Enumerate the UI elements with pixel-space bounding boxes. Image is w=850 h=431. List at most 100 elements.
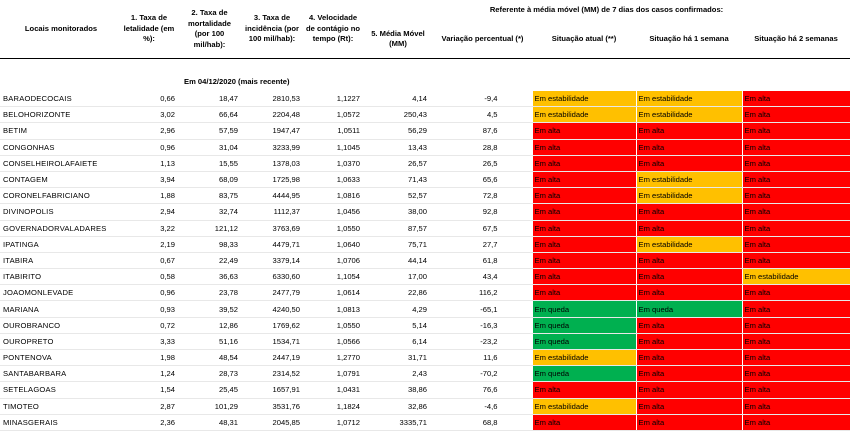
- variacao-cell: -4,6: [433, 398, 532, 415]
- local-cell: SETELAGOAS: [0, 381, 120, 399]
- variacao-cell: 65,6: [433, 171, 532, 189]
- incidencia-cell: 4444,95: [241, 187, 303, 205]
- header-situacao-atual: Situação atual (**): [532, 20, 636, 59]
- letalidade-cell: 1,98: [120, 349, 178, 367]
- letalidade-cell: 2,36: [120, 414, 178, 431]
- situacao-1-semana-cell: Em alta: [635, 284, 743, 302]
- local-cell: BETIM: [0, 122, 120, 140]
- variacao-cell: 68,8: [433, 414, 532, 431]
- incidencia-cell: 2447,19: [241, 349, 303, 367]
- incidencia-cell: 3763,69: [241, 220, 303, 237]
- table-row: JOAOMONLEVADE 0,96 23,78 2477,79 1,0614 22,86…: [0, 284, 850, 302]
- incidencia-cell: 3379,14: [241, 252, 303, 270]
- mortalidade-cell: 31,04: [178, 139, 241, 156]
- situacao-atual-cell: Em alta: [531, 154, 637, 172]
- local-cell: SANTABARBARA: [0, 365, 120, 383]
- situacao-atual-cell: Em alta: [531, 122, 637, 140]
- local-cell: CONSELHEIROLAFAIETE: [0, 155, 120, 172]
- table-row: CORONELFABRICIANO 1,88 83,75 4444,95 1,0816 5…: [0, 187, 850, 205]
- variacao-cell: 27,7: [433, 236, 532, 253]
- situacao-1-semana-cell: Em alta: [635, 138, 743, 156]
- mortalidade-cell: 66,64: [178, 106, 241, 124]
- situacao-atual-cell: Em alta: [531, 138, 637, 156]
- situacao-2-semanas-cell: Em alta: [741, 235, 850, 253]
- situacao-1-semana-cell: Em estabilidade: [635, 89, 743, 108]
- rt-cell: 1,0550: [303, 220, 363, 237]
- table-row: ITABIRA 0,67 22,49 3379,14 1,0706 44,14 61,8 Em…: [0, 251, 850, 270]
- media-movel-cell: 3335,71: [363, 414, 433, 431]
- local-cell: CONTAGEM: [0, 171, 120, 189]
- situacao-atual-cell: Em alta: [531, 413, 637, 431]
- table-row: CONSELHEIROLAFAIETE 1,13 15,55 1378,03 1,037…: [0, 154, 850, 172]
- incidencia-cell: 2045,85: [241, 414, 303, 431]
- rt-cell: 1,0511: [303, 122, 363, 140]
- variacao-cell: -70,2: [433, 365, 532, 383]
- situacao-atual-cell: Em queda: [531, 316, 637, 334]
- situacao-2-semanas-cell: Em alta: [741, 397, 850, 415]
- media-movel-cell: 32,86: [363, 398, 433, 415]
- mortalidade-cell: 48,31: [178, 414, 241, 431]
- rt-cell: 1,2770: [303, 349, 363, 367]
- header-taxa-incidencia: 3. Taxa de incidência (por 100 mil/hab):: [241, 0, 303, 59]
- table-row: CONTAGEM 3,94 68,09 1725,98 1,0633 71,43 65,6 E…: [0, 170, 850, 189]
- situacao-2-semanas-cell: Em alta: [741, 154, 850, 172]
- variacao-cell: -65,1: [433, 300, 532, 318]
- letalidade-cell: 1,54: [120, 381, 178, 399]
- mortalidade-cell: 23,78: [178, 284, 241, 302]
- header-variacao: Variação percentual (*): [433, 20, 532, 59]
- rt-cell: 1,0816: [303, 187, 363, 205]
- situacao-1-semana-cell: Em estabilidade: [635, 106, 743, 124]
- situacao-atual-cell: Em queda: [531, 332, 637, 351]
- mortalidade-cell: 51,16: [178, 333, 241, 351]
- situacao-2-semanas-cell: Em alta: [741, 332, 850, 351]
- variacao-cell: 11,6: [433, 349, 532, 367]
- situacao-2-semanas-cell: Em alta: [741, 187, 850, 205]
- situacao-2-semanas-cell: Em alta: [741, 348, 850, 367]
- table-row: CONGONHAS 0,96 31,04 3233,99 1,1045 13,43 28,8…: [0, 138, 850, 156]
- rt-cell: 1,0431: [303, 381, 363, 399]
- variacao-cell: 61,8: [433, 252, 532, 270]
- date-label: Em 04/12/2020 (mais recente): [184, 77, 290, 87]
- table-row: SANTABARBARA 1,24 28,73 2314,52 1,0791 2,43 -7…: [0, 365, 850, 383]
- media-movel-cell: 2,43: [363, 365, 433, 383]
- header-media-movel: 5. Média Móvel (MM): [363, 20, 433, 59]
- table-row: MARIANA 0,93 39,52 4240,50 1,0813 4,29 -65,1 Em…: [0, 300, 850, 318]
- situacao-atual-cell: Em alta: [531, 203, 637, 221]
- media-movel-cell: 38,86: [363, 381, 433, 399]
- situacao-2-semanas-cell: Em alta: [741, 316, 850, 334]
- variacao-cell: -9,4: [433, 90, 532, 108]
- situacao-1-semana-cell: Em queda: [635, 300, 743, 318]
- incidencia-cell: 2314,52: [241, 365, 303, 383]
- situacao-1-semana-cell: Em alta: [635, 365, 743, 383]
- incidencia-cell: 4240,50: [241, 300, 303, 318]
- situacao-2-semanas-cell: Em alta: [741, 365, 850, 383]
- local-cell: MINASGERAIS: [0, 414, 120, 431]
- incidencia-cell: 4479,71: [241, 236, 303, 253]
- situacao-atual-cell: Em queda: [531, 365, 637, 383]
- letalidade-cell: 0,96: [120, 284, 178, 302]
- mortalidade-cell: 98,33: [178, 236, 241, 253]
- situacao-1-semana-cell: Em estabilidade: [635, 235, 743, 253]
- rt-cell: 1,0566: [303, 333, 363, 351]
- situacao-1-semana-cell: Em alta: [635, 219, 743, 237]
- date-row: Em 04/12/2020 (mais recente): [0, 73, 850, 91]
- letalidade-cell: 3,33: [120, 333, 178, 351]
- rt-cell: 1,1045: [303, 139, 363, 156]
- rt-cell: 1,0572: [303, 106, 363, 124]
- situacao-1-semana-cell: Em alta: [635, 413, 743, 431]
- situacao-atual-cell: Em alta: [531, 268, 637, 286]
- local-cell: GOVERNADORVALADARES: [0, 220, 120, 237]
- header-group-media-movel: Referente à média móvel (MM) de 7 dias d…: [489, 4, 724, 14]
- rt-cell: 1,0813: [303, 300, 363, 318]
- letalidade-cell: 2,94: [120, 203, 178, 221]
- situacao-1-semana-cell: Em estabilidade: [635, 187, 743, 205]
- local-cell: CORONELFABRICIANO: [0, 187, 120, 205]
- situacao-atual-cell: Em queda: [531, 300, 637, 318]
- situacao-1-semana-cell: Em alta: [635, 203, 743, 221]
- header-taxa-letalidade: 1. Taxa de letalidade (em %):: [120, 0, 178, 59]
- variacao-cell: 4,5: [433, 106, 532, 124]
- table-row: TIMOTEO 2,87 101,29 3531,76 1,1824 32,86 -4,6 E…: [0, 397, 850, 415]
- situacao-2-semanas-cell: Em alta: [741, 251, 850, 270]
- media-movel-cell: 4,14: [363, 90, 433, 108]
- situacao-2-semanas-cell: Em estabilidade: [741, 268, 850, 286]
